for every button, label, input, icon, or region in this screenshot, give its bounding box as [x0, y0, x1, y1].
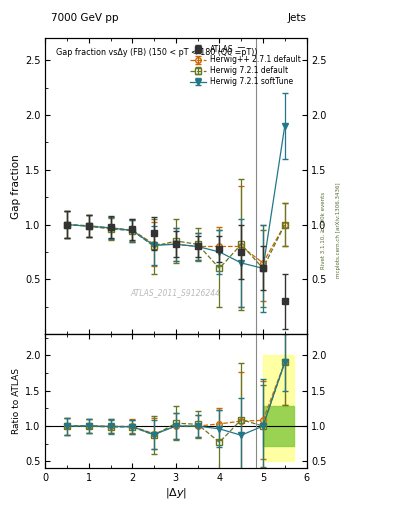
Legend: ATLAS, Herwig++ 2.7.1 default, Herwig 7.2.1 default, Herwig 7.2.1 softTune: ATLAS, Herwig++ 2.7.1 default, Herwig 7.… [187, 42, 303, 89]
Text: Rivet 3.1.10, ≥ 100k events: Rivet 3.1.10, ≥ 100k events [320, 192, 325, 269]
Text: Gap fraction vsΔy (FB) (150 < pT < 180 (Q0 =͞pT)): Gap fraction vsΔy (FB) (150 < pT < 180 (… [56, 47, 257, 57]
Bar [263, 355, 294, 461]
Text: Jets: Jets [288, 13, 307, 23]
Text: ATLAS_2011_S9126244: ATLAS_2011_S9126244 [131, 288, 221, 297]
Text: mcplots.cern.ch [arXiv:1306.3436]: mcplots.cern.ch [arXiv:1306.3436] [336, 183, 341, 278]
X-axis label: $|\Delta y|$: $|\Delta y|$ [165, 486, 187, 500]
Y-axis label: Gap fraction: Gap fraction [11, 154, 21, 219]
Text: 7000 GeV pp: 7000 GeV pp [51, 13, 119, 23]
Y-axis label: Ratio to ATLAS: Ratio to ATLAS [12, 368, 21, 434]
Bar [263, 406, 294, 446]
